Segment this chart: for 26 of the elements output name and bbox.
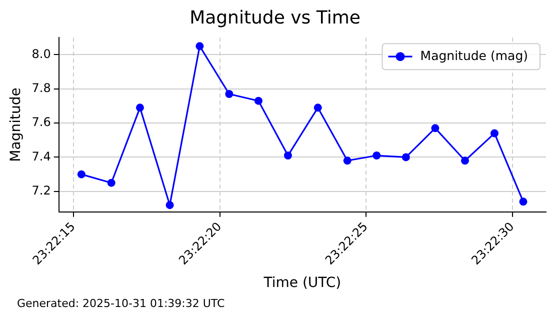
point [519,198,528,206]
point [372,152,381,160]
point [254,96,262,105]
text: Generated: 2025-10-31 01:39:32 UTC [17,297,225,310]
y-tick-label: 7.2 [32,184,51,198]
point [77,170,86,178]
point [225,90,234,98]
point [490,129,498,138]
point [107,178,116,187]
y-tick-label: 7.6 [32,115,51,130]
point [284,152,292,160]
point [461,156,470,165]
point [431,124,440,132]
y-tick-label: 8.0 [32,46,51,61]
point [136,104,144,112]
y-axis-title: Magnitude [8,88,24,162]
chart-title: Magnitude vs Time [190,7,360,28]
point [166,201,174,210]
point [196,42,204,50]
x-axis-title: Time (UTC) [262,275,342,292]
legend-label: Magnitude (mag) [420,48,528,63]
point [314,104,322,112]
point [402,153,410,162]
y-tick-label: 7.4 [32,149,51,164]
y-tick-label: 7.8 [32,80,51,95]
point [343,156,352,165]
